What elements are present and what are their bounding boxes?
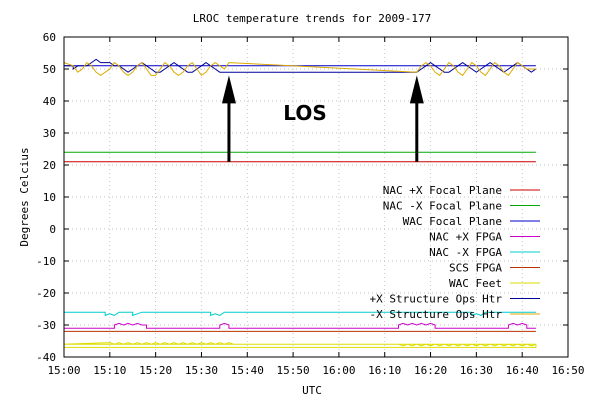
y-tick-label: 10 <box>43 191 56 204</box>
y-tick-label: 40 <box>43 95 56 108</box>
los-arrow-head-0 <box>221 75 236 104</box>
x-tick-label: 15:00 <box>47 364 80 377</box>
series-line-8 <box>63 61 536 77</box>
legend-label: NAC +X FPGA <box>429 231 502 244</box>
x-tick-label: 16:20 <box>414 364 447 377</box>
legend-label: +X Structure Ops Htr <box>370 293 503 306</box>
y-tick-label: 30 <box>43 127 56 140</box>
x-tick-label: 16:40 <box>506 364 539 377</box>
x-tick-label: 16:10 <box>368 364 401 377</box>
y-tick-label: -20 <box>36 287 56 300</box>
series-line-3 <box>64 322 536 329</box>
y-tick-label: 20 <box>43 159 56 172</box>
axis-ticks: -40 -30 -20 -10 0 10 20 30 40 50 60 15:00 15:10 15:20… <box>36 31 584 377</box>
legend-label: WAC Feet <box>449 277 502 290</box>
y-tick-label: -10 <box>36 255 56 268</box>
chart-title: LROC temperature trends for 2009-177 <box>193 12 431 25</box>
x-tick-label: 15:30 <box>185 364 218 377</box>
y-tick-label: 0 <box>49 223 56 236</box>
x-tick-label: 16:00 <box>322 364 355 377</box>
x-tick-label: 16:30 <box>460 364 493 377</box>
series-line-4 <box>64 311 536 317</box>
y-tick-label: 50 <box>43 63 56 76</box>
legend-label: -X Structure Ops Htr <box>370 308 503 321</box>
series-line-6 <box>63 342 537 348</box>
x-tick-label: 15:50 <box>277 364 310 377</box>
y-tick-label: 60 <box>43 31 56 44</box>
grid <box>64 37 568 357</box>
x-tick-label: 15:20 <box>139 364 172 377</box>
legend-label: NAC +X Focal Plane <box>383 184 502 197</box>
y-tick-label: -30 <box>36 319 56 332</box>
x-tick-label: 15:40 <box>231 364 264 377</box>
legend-label: NAC -X FPGA <box>429 246 502 259</box>
legend-label: SCS FPGA <box>449 262 502 275</box>
legend: NAC +X Focal Plane NAC -X Focal Plane WAC … <box>370 184 540 321</box>
y-axis-label: Degrees Celcius <box>18 147 31 246</box>
los-arrow-head-1 <box>409 75 424 104</box>
y-tick-label: -40 <box>36 351 56 364</box>
x-tick-label: 16:50 <box>551 364 584 377</box>
x-axis-label: UTC <box>302 384 322 397</box>
los-annotation: LOS <box>221 75 424 162</box>
legend-label: NAC -X Focal Plane <box>383 200 502 213</box>
series-lines <box>63 58 537 348</box>
los-label: LOS <box>283 101 326 125</box>
legend-label: WAC Focal Plane <box>403 215 502 228</box>
x-tick-label: 15:10 <box>93 364 126 377</box>
